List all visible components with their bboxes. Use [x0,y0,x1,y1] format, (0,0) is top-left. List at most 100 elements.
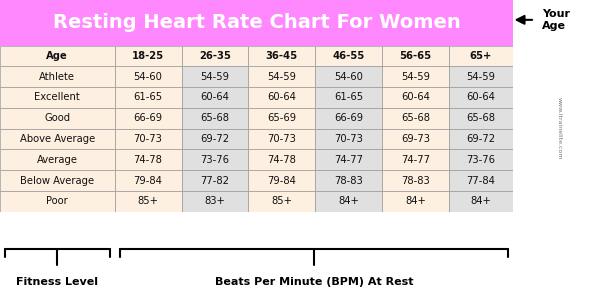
FancyBboxPatch shape [315,170,382,191]
Text: 60-64: 60-64 [467,93,496,103]
FancyBboxPatch shape [382,87,449,108]
Text: 84+: 84+ [405,196,426,206]
Text: 78-83: 78-83 [401,176,430,186]
Text: 54-59: 54-59 [268,72,296,82]
FancyBboxPatch shape [115,149,182,170]
Text: 66-69: 66-69 [134,113,163,123]
Text: 77-82: 77-82 [200,176,229,186]
FancyBboxPatch shape [182,46,248,66]
Text: 84+: 84+ [470,196,491,206]
Text: 60-64: 60-64 [268,93,296,103]
Text: 79-84: 79-84 [268,176,296,186]
Text: 69-73: 69-73 [401,134,430,144]
Text: 79-84: 79-84 [134,176,163,186]
Text: Excellent: Excellent [34,93,80,103]
Text: 84+: 84+ [338,196,359,206]
FancyBboxPatch shape [115,87,182,108]
Text: 74-77: 74-77 [401,155,430,165]
FancyBboxPatch shape [382,170,449,191]
Text: 69-72: 69-72 [200,134,230,144]
Text: 77-84: 77-84 [467,176,496,186]
Text: Poor: Poor [46,196,68,206]
FancyBboxPatch shape [382,108,449,129]
FancyBboxPatch shape [449,129,513,149]
Text: Resting Heart Rate Chart For Women: Resting Heart Rate Chart For Women [53,13,460,32]
FancyBboxPatch shape [182,149,248,170]
FancyBboxPatch shape [449,87,513,108]
FancyBboxPatch shape [115,170,182,191]
FancyBboxPatch shape [115,129,182,149]
Text: Average: Average [37,155,78,165]
FancyBboxPatch shape [248,170,315,191]
FancyBboxPatch shape [0,149,115,170]
FancyBboxPatch shape [0,108,115,129]
Text: Age: Age [46,51,68,61]
Text: 54-59: 54-59 [401,72,430,82]
FancyBboxPatch shape [315,108,382,129]
Text: 65-68: 65-68 [466,113,496,123]
Text: 60-64: 60-64 [200,93,229,103]
Text: 65-68: 65-68 [200,113,229,123]
FancyBboxPatch shape [382,46,449,66]
FancyBboxPatch shape [0,87,115,108]
FancyBboxPatch shape [315,46,382,66]
FancyBboxPatch shape [248,191,315,212]
FancyBboxPatch shape [0,46,115,66]
Text: 70-73: 70-73 [334,134,363,144]
FancyBboxPatch shape [315,87,382,108]
Text: 26-35: 26-35 [199,51,231,61]
Text: 85+: 85+ [271,196,292,206]
FancyBboxPatch shape [0,170,115,191]
Text: 54-59: 54-59 [466,72,496,82]
FancyBboxPatch shape [449,149,513,170]
Text: 56-65: 56-65 [400,51,431,61]
FancyBboxPatch shape [315,66,382,87]
Text: 70-73: 70-73 [134,134,163,144]
FancyBboxPatch shape [248,149,315,170]
Text: 65+: 65+ [470,51,492,61]
FancyBboxPatch shape [115,191,182,212]
Text: 74-78: 74-78 [134,155,163,165]
FancyBboxPatch shape [115,46,182,66]
FancyBboxPatch shape [449,191,513,212]
FancyBboxPatch shape [248,66,315,87]
Text: 74-78: 74-78 [268,155,296,165]
Text: 85+: 85+ [137,196,158,206]
Text: 70-73: 70-73 [268,134,296,144]
Text: 78-83: 78-83 [334,176,363,186]
FancyBboxPatch shape [182,87,248,108]
Text: 73-76: 73-76 [466,155,496,165]
Text: 46-55: 46-55 [332,51,365,61]
FancyBboxPatch shape [315,129,382,149]
Text: Your
Age: Your Age [542,9,571,31]
Text: 18-25: 18-25 [132,51,164,61]
Text: 73-76: 73-76 [200,155,229,165]
FancyBboxPatch shape [382,191,449,212]
FancyBboxPatch shape [248,108,315,129]
Text: 74-77: 74-77 [334,155,363,165]
Text: 61-65: 61-65 [334,93,363,103]
FancyBboxPatch shape [182,129,248,149]
Text: 54-60: 54-60 [134,72,163,82]
FancyBboxPatch shape [449,46,513,66]
Text: 54-59: 54-59 [200,72,229,82]
FancyBboxPatch shape [182,108,248,129]
Text: 54-60: 54-60 [334,72,363,82]
FancyBboxPatch shape [115,66,182,87]
FancyBboxPatch shape [315,191,382,212]
FancyBboxPatch shape [115,108,182,129]
FancyBboxPatch shape [248,129,315,149]
Text: 65-69: 65-69 [267,113,296,123]
FancyBboxPatch shape [182,191,248,212]
FancyBboxPatch shape [382,129,449,149]
FancyBboxPatch shape [382,66,449,87]
Text: Below Average: Below Average [20,176,94,186]
Text: Beats Per Minute (BPM) At Rest: Beats Per Minute (BPM) At Rest [215,277,413,287]
FancyBboxPatch shape [0,0,513,46]
FancyBboxPatch shape [248,46,315,66]
FancyBboxPatch shape [0,191,115,212]
Text: www.itrainelite.com: www.itrainelite.com [557,97,562,160]
FancyBboxPatch shape [0,129,115,149]
Text: 66-69: 66-69 [334,113,363,123]
Text: Good: Good [44,113,70,123]
